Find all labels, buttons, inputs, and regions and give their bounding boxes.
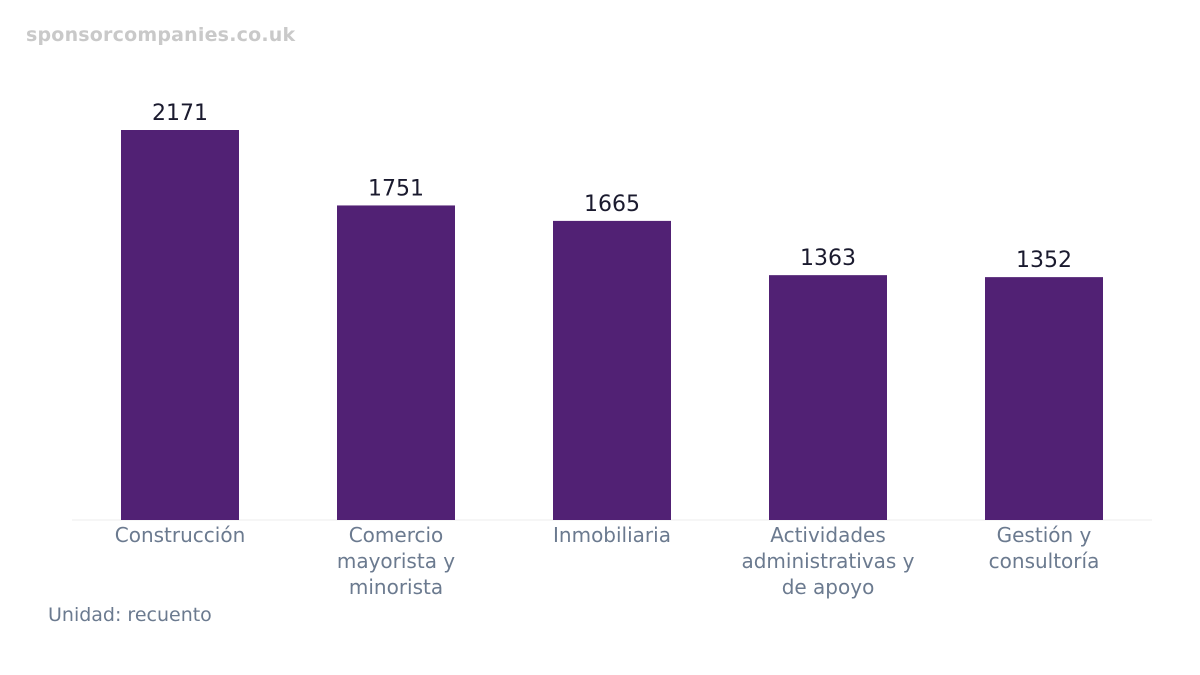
bars-group (121, 130, 1103, 521)
value-label-4: 1352 (1016, 248, 1072, 273)
category-labels-group: Construcción Comercio mayorista y minorista… (115, 523, 1100, 599)
bar-2 (553, 220, 671, 521)
category-label-line: administrativas y (741, 549, 914, 573)
category-label-line: de apoyo (782, 575, 875, 599)
category-label-line: minorista (349, 575, 443, 599)
watermark: sponsorcompanies.co.uk (26, 24, 296, 46)
category-label-line: Gestión y (997, 523, 1092, 547)
category-label-2: Inmobiliaria (553, 523, 671, 547)
value-labels-group: 2171 1751 1665 1363 1352 (152, 101, 1072, 273)
category-label-line: consultoría (989, 549, 1100, 573)
bar-1 (337, 205, 455, 520)
category-label-line: mayorista y (337, 549, 455, 573)
category-label-line: Construcción (115, 523, 246, 547)
bar-3 (769, 275, 887, 520)
category-label-line: Actividades (770, 523, 886, 547)
bar-4 (985, 277, 1103, 520)
value-label-2: 1665 (584, 192, 640, 217)
category-label-4: Gestión y consultoría (989, 523, 1100, 573)
category-label-0: Construcción (115, 523, 246, 547)
category-label-1: Comercio mayorista y minorista (337, 523, 455, 599)
unit-note: Unidad: recuento (48, 604, 212, 626)
value-label-0: 2171 (152, 101, 208, 126)
value-label-1: 1751 (368, 176, 424, 201)
bar-0 (121, 130, 239, 520)
category-label-line: Inmobiliaria (553, 523, 671, 547)
category-label-3: Actividades administrativas y de apoyo (741, 523, 914, 599)
category-label-line: Comercio (349, 523, 444, 547)
value-label-3: 1363 (800, 246, 856, 271)
